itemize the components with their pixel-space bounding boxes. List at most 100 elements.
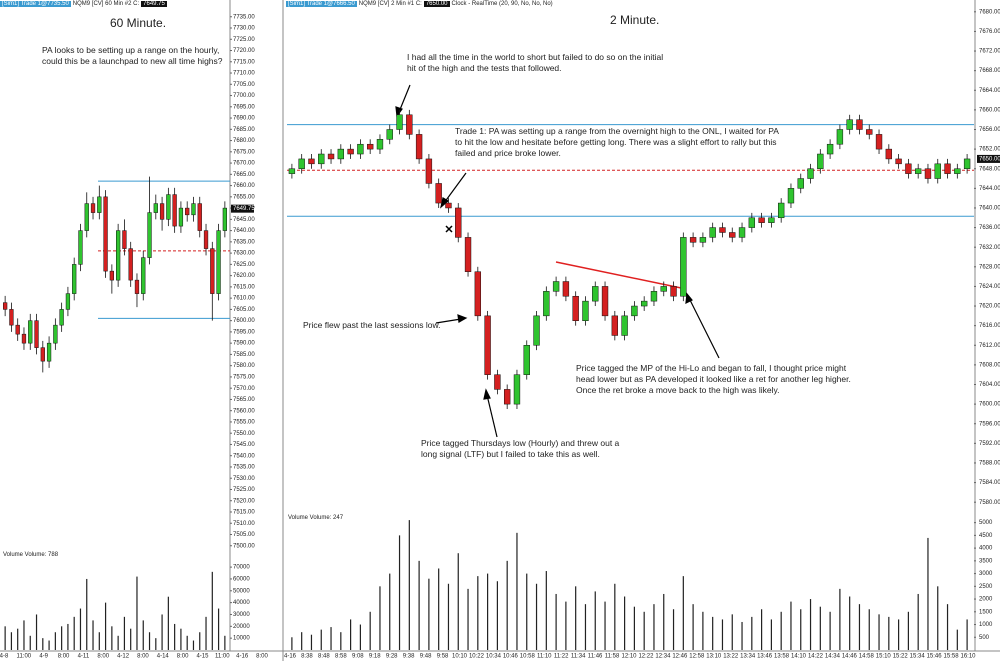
- volume-tick-label: 500: [979, 635, 990, 641]
- candle-body: [376, 139, 384, 150]
- volume-tick-label: 1000: [979, 622, 993, 628]
- candle-body: [406, 114, 413, 135]
- volume-tick-label: 4000: [979, 546, 993, 552]
- volume-bar: [663, 593, 665, 650]
- last-price-box: [977, 154, 1000, 163]
- x-tick-label: 14:58: [859, 654, 875, 660]
- x-tick-label: 9:58: [437, 654, 449, 660]
- candle-body: [298, 158, 305, 169]
- volume-bar: [545, 571, 547, 650]
- y-tick-label: 7690.00: [233, 116, 255, 122]
- annotation: Price tagged Thursdays low (Hourly) and …: [421, 438, 620, 459]
- candle-body: [78, 230, 83, 265]
- y-tick-label: 7570.00: [233, 386, 255, 392]
- volume-bar: [42, 638, 44, 650]
- candle-body: [185, 207, 190, 216]
- candle-body: [288, 168, 296, 174]
- volume-bar: [614, 583, 616, 650]
- candle-body: [660, 286, 667, 292]
- volume-bar: [761, 609, 763, 650]
- y-tick-label: 7664.00: [979, 88, 1000, 94]
- x-tick-label: 8:00: [177, 654, 189, 660]
- volume-bar: [672, 609, 675, 650]
- candle-body: [455, 207, 462, 238]
- x-tick-label: 11:22: [554, 654, 569, 660]
- x-tick-label: 13:46: [757, 654, 773, 660]
- x-tick-label: 4-12: [117, 654, 130, 660]
- volume-tick-label: 3000: [979, 571, 993, 577]
- y-tick-label: 7505.00: [233, 532, 255, 538]
- x-tick-label: 10:34: [486, 654, 502, 660]
- volume-label: Volume Volume: 788: [3, 552, 59, 558]
- x-tick-label: 9:28: [386, 654, 398, 660]
- last-price-label: 7649.75: [233, 206, 255, 212]
- candle-body: [523, 345, 530, 375]
- candle-body: [103, 196, 108, 272]
- candle-body: [895, 158, 902, 165]
- volume-bar: [946, 604, 949, 650]
- header-symbol: NQM9 [CV] 60 Min #2 C:: [72, 1, 140, 7]
- volume-bar: [174, 623, 176, 650]
- y-tick-label: 7596.00: [979, 421, 1000, 427]
- volume-bar: [86, 578, 88, 650]
- volume-bar: [780, 611, 782, 650]
- volume-bar: [575, 586, 577, 650]
- x-tick-label: 9:48: [420, 654, 432, 660]
- candle-body: [203, 230, 209, 249]
- candle-body: [787, 188, 795, 204]
- y-tick-label: 7612.00: [979, 343, 1000, 349]
- x-tick-label: 11:58: [605, 654, 620, 660]
- volume-bar: [937, 586, 939, 650]
- volume-bar: [741, 621, 743, 650]
- volume-bar: [389, 573, 391, 650]
- candle-body: [797, 178, 804, 189]
- volume-tick-label: 2500: [979, 584, 993, 590]
- volume-bar: [167, 596, 169, 650]
- volume-bar: [35, 614, 38, 650]
- candle-body: [748, 217, 756, 228]
- y-tick-label: 7710.00: [233, 71, 255, 77]
- candle-body: [197, 203, 202, 231]
- candle-body: [494, 374, 501, 390]
- candle-body: [856, 119, 863, 130]
- volume-bar: [155, 638, 157, 650]
- chart-title: 60 Minute.: [110, 16, 167, 30]
- volume-bar: [447, 583, 450, 650]
- x-tick-label: 12:22: [638, 654, 654, 660]
- candle-body: [777, 202, 785, 219]
- volume-bar: [477, 576, 479, 650]
- candle-body: [425, 158, 433, 184]
- volume-bar: [966, 619, 968, 650]
- candle-body: [15, 324, 20, 335]
- volume-tick-label: 4500: [979, 533, 993, 539]
- volume-tick-label: 50000: [233, 588, 250, 594]
- volume-bar: [633, 606, 635, 650]
- y-tick-label: 7575.00: [233, 374, 255, 380]
- volume-bar: [457, 553, 459, 650]
- candle-body: [172, 194, 177, 227]
- volume-bar: [79, 608, 82, 650]
- x-tick-label: 12:10: [621, 654, 637, 660]
- candle-body: [934, 163, 941, 179]
- annotation: Price tagged the MP of the Hi-Lo and beg…: [576, 363, 851, 395]
- header-clock: Clock - RealTime (20, 90, No, No, No): [451, 1, 553, 7]
- y-tick-label: 7672.00: [979, 49, 1000, 55]
- y-tick-label: 7595.00: [233, 329, 255, 335]
- y-tick-label: 7600.00: [979, 402, 1000, 408]
- volume-bar: [408, 520, 410, 650]
- volume-bar: [907, 611, 909, 650]
- volume-bar: [770, 619, 772, 650]
- x-tick-label: 10:22: [469, 654, 485, 660]
- y-tick-label: 7620.00: [233, 273, 255, 279]
- x-tick-label: 11:00: [17, 654, 32, 660]
- y-tick-label: 7640.00: [979, 206, 1000, 212]
- y-tick-label: 7590.00: [233, 341, 255, 347]
- candle-body: [337, 148, 345, 160]
- candle-body: [90, 203, 96, 213]
- volume-bar: [839, 588, 841, 650]
- x-tick-label: 12:58: [689, 654, 705, 660]
- y-tick-label: 7636.00: [979, 225, 1000, 231]
- volume-bar: [819, 606, 821, 650]
- candle-body: [954, 168, 961, 174]
